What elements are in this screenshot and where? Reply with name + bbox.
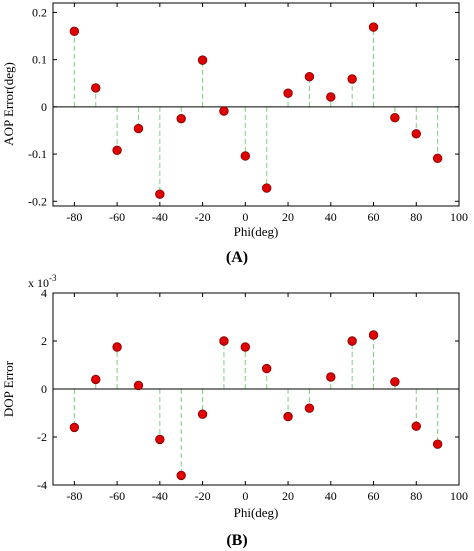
stems <box>73 335 439 476</box>
data-point <box>432 439 443 449</box>
data-point <box>240 151 251 161</box>
data-point <box>155 434 165 445</box>
x-tick-label: 80 <box>410 489 422 503</box>
x-tick-label: 0 <box>242 210 248 224</box>
panel-caption: (B) <box>226 532 247 549</box>
data-point <box>326 372 336 382</box>
x-axis-label: Phi(deg) <box>234 505 279 520</box>
data-point <box>197 55 208 65</box>
x-tick-label: 20 <box>282 210 294 224</box>
x-tick-label: 60 <box>368 210 380 224</box>
x-tick-label: 60 <box>368 489 380 503</box>
x-axis-label: Phi(deg) <box>234 224 279 239</box>
exponent-power: -3 <box>49 273 57 283</box>
exponent-base: x 10 <box>28 276 49 290</box>
data-point <box>69 26 80 37</box>
data-point <box>197 409 208 419</box>
y-tick-label: 0.2 <box>32 5 47 19</box>
data-markers <box>69 22 443 199</box>
data-point <box>133 123 144 134</box>
data-point <box>304 71 315 82</box>
data-point <box>283 411 293 422</box>
data-point <box>176 113 186 124</box>
data-point <box>155 189 165 199</box>
x-tick-label: -60 <box>109 489 125 503</box>
panel-caption: (A) <box>226 249 248 266</box>
data-point <box>261 183 272 193</box>
data-point <box>304 403 315 413</box>
y-tick-label: -4 <box>37 478 47 492</box>
y-tick-label: 0 <box>41 100 47 114</box>
y-axis-label: DOP Error <box>1 360 16 417</box>
x-tick-label: 0 <box>242 489 248 503</box>
x-tick-label: -60 <box>109 210 125 224</box>
data-point <box>368 330 379 340</box>
data-point <box>411 421 421 431</box>
data-markers <box>69 330 443 481</box>
data-point <box>432 153 443 164</box>
data-point <box>347 336 357 346</box>
y-tick-label: -0.1 <box>28 147 47 161</box>
plot-area-frame <box>52 2 460 207</box>
y-axis-label: AOP Error(deg) <box>1 62 16 146</box>
y-tick-label: 2 <box>41 334 47 348</box>
x-tick-label: -40 <box>152 489 168 503</box>
x-tick-label: 20 <box>282 489 294 503</box>
x-tick-label: -80 <box>66 489 82 503</box>
data-point <box>133 380 144 391</box>
data-point <box>261 363 272 374</box>
y-tick-label: -0.2 <box>28 194 47 208</box>
x-tick-label: 80 <box>410 210 422 224</box>
data-point <box>347 74 357 84</box>
data-point <box>368 22 379 32</box>
data-point <box>219 106 229 116</box>
data-point <box>390 113 400 123</box>
x-tick-label: -80 <box>66 210 82 224</box>
axis-ticks <box>53 3 460 206</box>
x-tick-labels: -80 -60 -40 -20 0 20 40 60 80 100 <box>66 489 468 503</box>
data-point <box>91 83 101 93</box>
y-tick-labels: -0.2 -0.1 0 0.1 0.2 <box>28 5 47 208</box>
x-tick-label: -20 <box>195 210 211 224</box>
data-point <box>219 336 229 346</box>
y-tick-label: 4 <box>41 286 47 300</box>
x-tick-label: -40 <box>152 210 168 224</box>
y-tick-label: 0 <box>41 382 47 396</box>
data-point <box>112 145 122 155</box>
y-exponent-label: x 10-3 <box>28 273 57 290</box>
data-point <box>176 470 186 481</box>
data-point <box>112 342 122 352</box>
data-point <box>390 377 400 387</box>
stems <box>73 27 439 195</box>
x-tick-label: 100 <box>450 489 468 503</box>
data-point <box>411 129 421 139</box>
data-point <box>326 92 336 102</box>
x-tick-labels: -80 -60 -40 -20 0 20 40 60 80 100 <box>66 210 468 224</box>
data-point <box>283 88 293 98</box>
y-tick-label: -2 <box>37 430 47 444</box>
y-tick-labels: -4 -2 0 2 4 <box>37 286 47 492</box>
x-tick-label: 100 <box>450 210 468 224</box>
y-tick-label: 0.1 <box>32 53 47 67</box>
x-tick-label: 40 <box>325 210 337 224</box>
data-point <box>240 342 251 352</box>
data-point <box>69 422 80 433</box>
x-tick-label: -20 <box>195 489 211 503</box>
panel-a: -80 -60 -40 -20 0 20 40 60 80 100 -0.2 -0.1 0 0.1 0.2… <box>1 2 468 266</box>
data-point <box>91 374 101 385</box>
x-tick-label: 40 <box>325 489 337 503</box>
